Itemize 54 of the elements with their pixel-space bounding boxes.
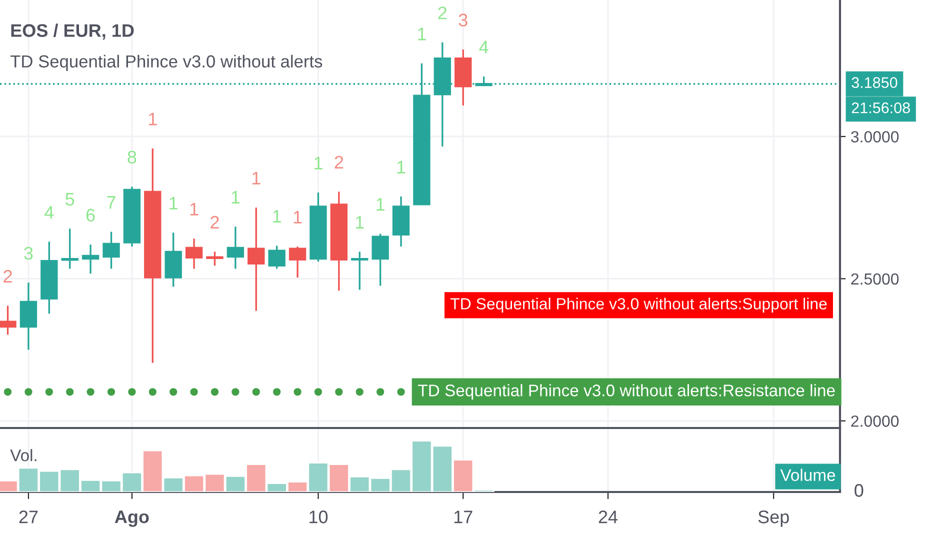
text: 1 bbox=[376, 198, 384, 211]
text: 1 bbox=[273, 210, 281, 223]
text: 1 bbox=[170, 197, 178, 210]
candlestick bbox=[82, 244, 100, 274]
x-tick-label: Sep bbox=[758, 510, 789, 527]
annotation: Vol. bbox=[10, 449, 36, 462]
series-label: TD Sequential Phince v3.0 without alerts:Resistance line bbox=[418, 384, 835, 400]
text: 6 bbox=[86, 208, 95, 222]
candlestick bbox=[0, 304, 16, 336]
x-tick-label: 10 bbox=[310, 510, 328, 524]
text: 1 bbox=[356, 216, 364, 228]
text: 21:56:08 bbox=[852, 102, 910, 114]
ref-line-label: 3.1850 bbox=[852, 77, 898, 88]
candlestick bbox=[226, 226, 244, 270]
x-tick-label: 17 bbox=[454, 510, 472, 524]
text: 0 bbox=[854, 484, 864, 497]
candlestick bbox=[206, 250, 224, 266]
text: 1 bbox=[397, 160, 406, 174]
candlestick bbox=[248, 206, 265, 312]
text: 3 bbox=[24, 246, 33, 260]
y-tick-label: 2.5000 bbox=[851, 273, 899, 285]
candlestick bbox=[102, 230, 120, 270]
annotation: Volume bbox=[780, 468, 836, 482]
text: 1 bbox=[190, 202, 198, 216]
candlestick bbox=[351, 250, 368, 291]
x-tick-label: 27 bbox=[19, 510, 38, 524]
text: 1 bbox=[232, 191, 240, 204]
text: 8 bbox=[128, 150, 136, 164]
annotation: TD Sequential Phince v3.0 without alerts:Support line bbox=[450, 298, 827, 313]
candlestick bbox=[268, 244, 286, 270]
y-tick-label: 2.0000 bbox=[851, 416, 899, 427]
text: EOS / EUR, 1D bbox=[11, 24, 134, 40]
candlestick bbox=[372, 232, 389, 287]
x-tick-label: Ago bbox=[114, 510, 149, 527]
text: 1 bbox=[314, 156, 322, 170]
text: 4 bbox=[44, 206, 54, 219]
text: 4 bbox=[479, 40, 488, 54]
candlestick bbox=[288, 246, 306, 278]
text: 1 bbox=[418, 28, 426, 40]
text: 2 bbox=[334, 156, 344, 168]
text: 1 bbox=[294, 210, 302, 224]
candlestick bbox=[185, 238, 203, 270]
candlestick bbox=[61, 228, 78, 270]
text: 7 bbox=[107, 196, 116, 209]
y-tick-label: 3.0000 bbox=[851, 131, 899, 142]
text: TD Sequential Phince v3.0 without alerts bbox=[10, 54, 322, 72]
text: 1 bbox=[149, 112, 157, 126]
text: 2 bbox=[438, 6, 447, 20]
text: 2 bbox=[210, 216, 219, 228]
x-tick-label: 24 bbox=[598, 510, 618, 524]
text: 2 bbox=[4, 270, 12, 283]
text: 3 bbox=[458, 14, 468, 26]
text: 5 bbox=[66, 193, 74, 206]
text: 1 bbox=[252, 172, 260, 184]
